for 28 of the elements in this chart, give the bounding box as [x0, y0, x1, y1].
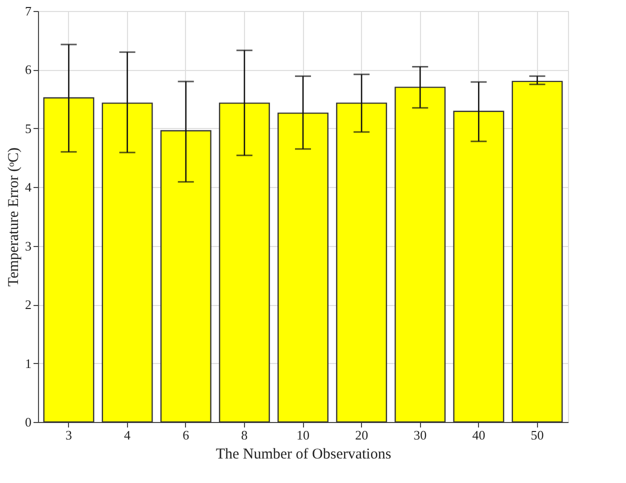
y-tick-label: 6: [25, 62, 32, 78]
bar: [102, 102, 153, 423]
bar: [453, 110, 504, 423]
y-axis-title: Temperature Error (ᵒC): [6, 147, 22, 287]
y-tick-label: 7: [25, 4, 32, 18]
x-tick-label: 40: [472, 428, 486, 442]
y-tick-label: 1: [25, 356, 32, 371]
y-tick-label: 3: [25, 238, 32, 254]
x-tick-label: 4: [124, 428, 132, 442]
x-tick-label: 20: [355, 428, 368, 442]
bar: [394, 86, 446, 423]
bar: [43, 97, 94, 423]
y-tick-label: 5: [25, 120, 32, 136]
x-tick-label: 30: [414, 428, 427, 442]
x-tick-label: 3: [65, 428, 72, 442]
bar: [278, 112, 328, 423]
bar: [160, 130, 212, 423]
bar: [512, 80, 563, 423]
x-tick-label: 6: [182, 428, 190, 442]
bar: [218, 102, 270, 423]
x-axis-title: The Number of Observations: [216, 446, 392, 462]
y-tick-label: 0: [25, 414, 32, 430]
y-tick-label: 4: [25, 180, 32, 195]
x-tick-label: 10: [296, 428, 310, 442]
x-tick-label: 8: [241, 428, 248, 442]
y-tick-label: 2: [25, 297, 32, 312]
x-tick-label: 50: [530, 428, 544, 442]
bar: [336, 102, 388, 423]
